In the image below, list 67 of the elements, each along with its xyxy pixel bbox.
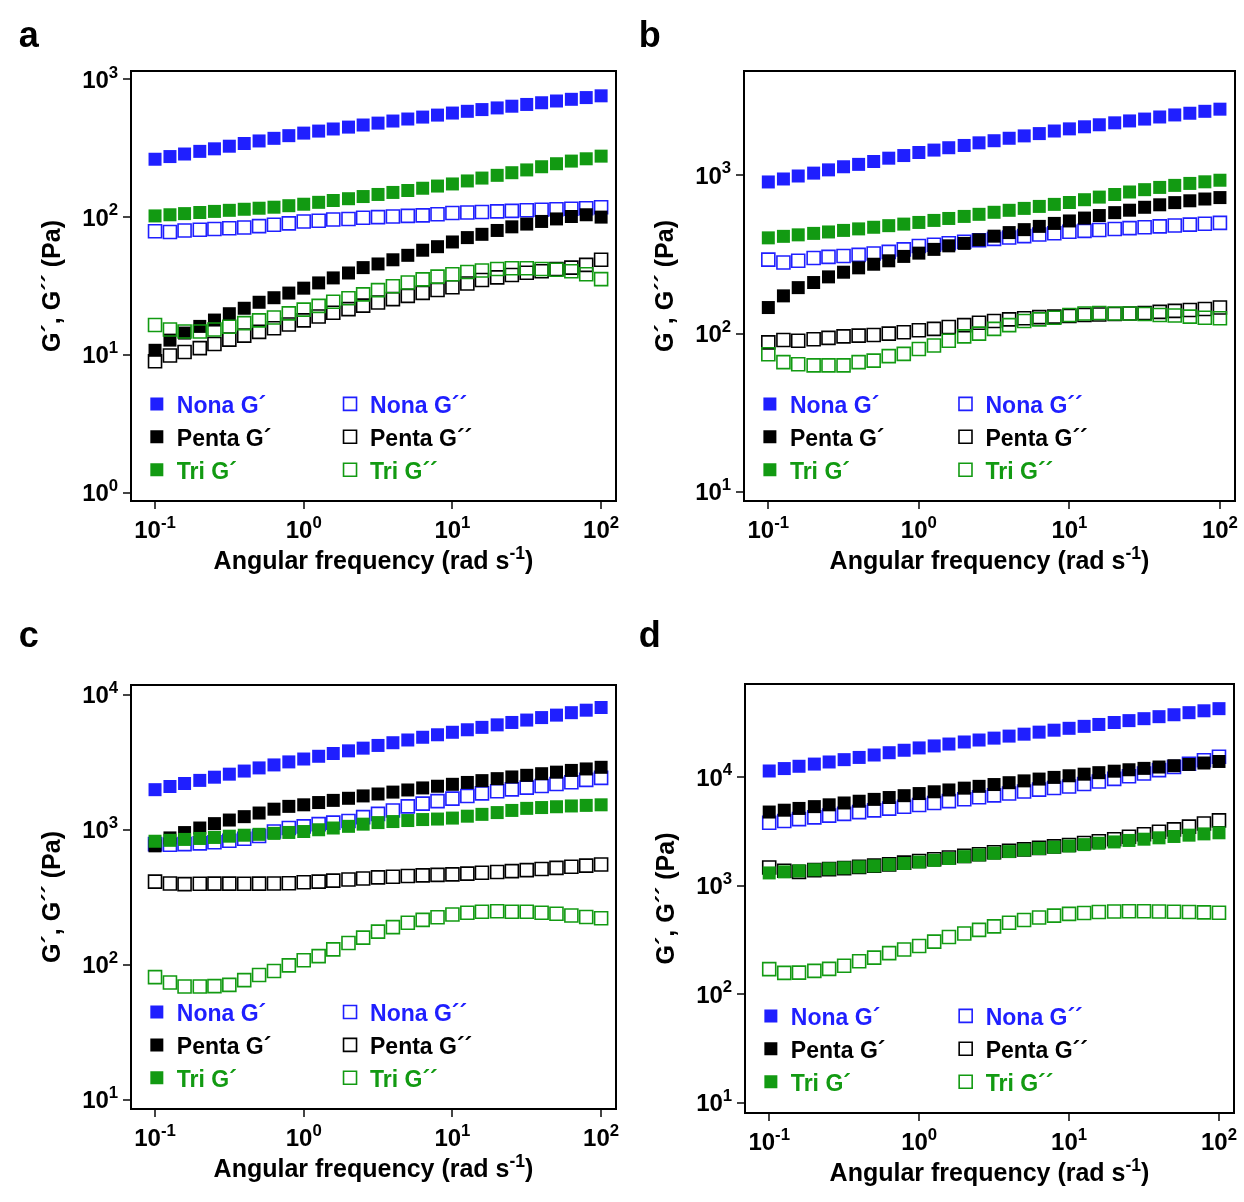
x-axis-title: Angular frequency (rad s$^{-1}$) — [213, 542, 534, 575]
x-tick-label: 10$^{1}$ — [434, 1120, 471, 1151]
chart-title: a — [18, 13, 40, 55]
chart-title: c — [18, 613, 39, 655]
legend-label: Penta G´ — [789, 424, 885, 451]
y-tick-label: 10$^{3}$ — [82, 813, 119, 844]
legend-label: Nona G´ — [176, 391, 267, 418]
y-tick-label: 10$^{3}$ — [695, 158, 732, 189]
x-tick-label: 10$^{2}$ — [1200, 1124, 1238, 1155]
x-tick-label: 10$^{0}$ — [900, 512, 937, 543]
legend-label: Nona G´´ — [985, 1003, 1083, 1030]
y-axis-title: G´, G´´ (Pa) — [651, 832, 680, 965]
x-tick-label: 10$^{0}$ — [285, 1120, 322, 1151]
legend-label: Nona G´ — [176, 999, 267, 1026]
x-tick-label: 10$^{-1}$ — [134, 512, 176, 543]
legend-label: Nona G´ — [789, 391, 880, 418]
legend-label: Tri G´´ — [985, 457, 1054, 484]
legend-label: Tri G´´ — [985, 1069, 1054, 1096]
x-tick-label: 10$^{1}$ — [434, 512, 471, 543]
y-tick-label: 10$^{1}$ — [696, 1085, 733, 1117]
legend-label: Tri G´ — [176, 1065, 237, 1092]
y-axis-title: G´, G´´ (Pa) — [650, 220, 679, 352]
legend-label: Tri G´´ — [370, 1065, 438, 1092]
legend-label: Penta G´ — [790, 1036, 886, 1063]
x-tick-label: 10$^{-1}$ — [134, 1120, 176, 1151]
y-tick-label: 10$^{0}$ — [82, 476, 119, 507]
y-tick-label: 10$^{4}$ — [82, 678, 119, 709]
x-tick-label: 10$^{2}$ — [583, 512, 620, 543]
y-tick-label: 10$^{2}$ — [82, 200, 119, 231]
x-axis-title: Angular frequency (rad s$^{-1}$) — [213, 1150, 534, 1183]
y-tick-label: 10$^{1}$ — [695, 475, 732, 506]
x-tick-label: 10$^{-1}$ — [747, 512, 790, 543]
x-tick-label: 10$^{2}$ — [1201, 512, 1238, 543]
legend-label: Penta G´´ — [370, 424, 473, 451]
legend-label: Penta G´´ — [370, 1032, 473, 1059]
y-tick-label: 10$^{3}$ — [696, 868, 733, 900]
legend-label: Nona G´´ — [985, 391, 1083, 418]
y-tick-label: 10$^{4}$ — [696, 760, 733, 791]
legend-label: Penta G´´ — [985, 424, 1088, 451]
x-tick-label: 10$^{1}$ — [1051, 512, 1088, 543]
legend-label: Tri G´ — [176, 457, 237, 484]
legend-label: Penta G´ — [176, 1032, 272, 1059]
y-axis-title: G´, G´´ (Pa) — [37, 831, 66, 963]
y-axis-title: G´, G´´ (Pa) — [37, 220, 66, 352]
chart-title: d — [638, 613, 661, 655]
y-tick-label: 10$^{2}$ — [696, 977, 733, 1008]
y-tick-label: 10$^{2}$ — [695, 316, 732, 347]
legend-label: Nona G´ — [790, 1003, 881, 1030]
y-tick-label: 10$^{2}$ — [82, 948, 119, 979]
x-axis-title: Angular frequency (rad s$^{-1}$) — [829, 1154, 1150, 1187]
x-tick-label: 10$^{1}$ — [1051, 1124, 1088, 1155]
chart-title: b — [638, 13, 661, 55]
y-tick-label: 10$^{1}$ — [82, 1083, 119, 1114]
legend-label: Nona G´´ — [370, 999, 468, 1026]
x-tick-label: 10$^{0}$ — [901, 1124, 938, 1155]
legend-label: Nona G´´ — [370, 391, 468, 418]
legend-label: Penta G´ — [176, 424, 272, 451]
legend-label: Penta G´´ — [985, 1036, 1088, 1063]
x-tick-label: 10$^{-1}$ — [748, 1124, 791, 1155]
x-tick-label: 10$^{0}$ — [285, 512, 322, 543]
x-axis-title: Angular frequency (rad s$^{-1}$) — [829, 542, 1150, 575]
legend-label: Tri G´ — [789, 457, 850, 484]
y-tick-label: 10$^{1}$ — [82, 338, 119, 369]
legend-label: Tri G´´ — [370, 457, 438, 484]
legend-label: Tri G´ — [790, 1069, 851, 1096]
x-tick-label: 10$^{2}$ — [583, 1120, 620, 1151]
y-tick-label: 10$^{3}$ — [82, 62, 119, 93]
